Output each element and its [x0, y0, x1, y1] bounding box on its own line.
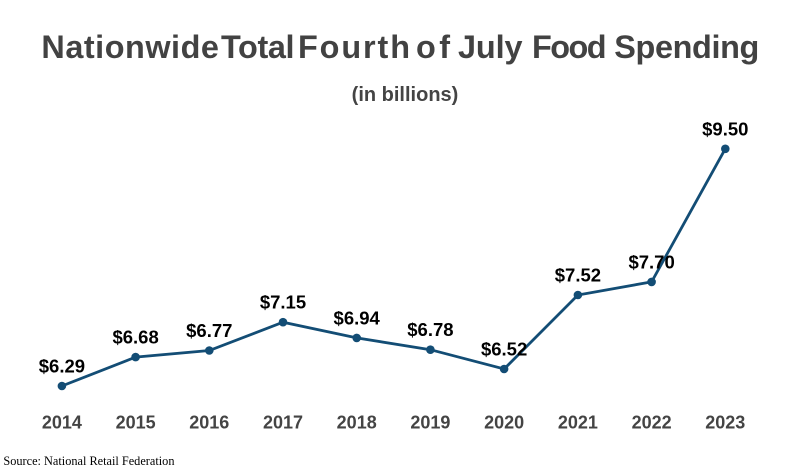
svg-text:Total: Total [221, 29, 295, 65]
svg-text:$6.78: $6.78 [407, 319, 453, 340]
svg-text:2020: 2020 [484, 413, 524, 433]
svg-text:$6.77: $6.77 [186, 320, 232, 341]
svg-text:2018: 2018 [337, 413, 377, 433]
svg-text:2016: 2016 [189, 413, 229, 433]
svg-text:$6.52: $6.52 [481, 339, 527, 360]
svg-text:$6.29: $6.29 [39, 356, 85, 377]
svg-text:Spending: Spending [614, 29, 759, 65]
svg-text:July: July [458, 29, 523, 65]
svg-text:2015: 2015 [116, 413, 156, 433]
svg-text:$7.70: $7.70 [628, 251, 674, 272]
svg-text:$6.94: $6.94 [334, 307, 381, 328]
svg-text:$9.50: $9.50 [702, 118, 748, 139]
svg-text:Fourth: Fourth [298, 29, 410, 65]
svg-text:(in billions): (in billions) [352, 84, 459, 106]
svg-text:$7.52: $7.52 [555, 265, 601, 286]
svg-text:$6.68: $6.68 [112, 327, 158, 348]
svg-text:Nationwide: Nationwide [41, 29, 219, 65]
svg-text:of: of [416, 29, 450, 65]
svg-text:2021: 2021 [558, 413, 598, 433]
svg-text:2023: 2023 [705, 413, 745, 433]
svg-text:2022: 2022 [632, 413, 672, 433]
svg-text:2017: 2017 [263, 413, 303, 433]
svg-text:$7.15: $7.15 [260, 292, 306, 313]
svg-text:2014: 2014 [42, 413, 82, 433]
svg-text:Food: Food [532, 29, 607, 65]
svg-text:2019: 2019 [410, 413, 450, 433]
svg-text:Source: National Retail Federa: Source: National Retail Federation [3, 454, 174, 468]
